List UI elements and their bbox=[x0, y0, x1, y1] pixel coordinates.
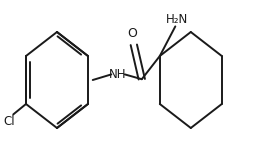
Text: Cl: Cl bbox=[3, 115, 15, 128]
Text: H₂N: H₂N bbox=[166, 13, 188, 26]
Text: O: O bbox=[127, 27, 138, 40]
Text: NH: NH bbox=[109, 68, 127, 81]
